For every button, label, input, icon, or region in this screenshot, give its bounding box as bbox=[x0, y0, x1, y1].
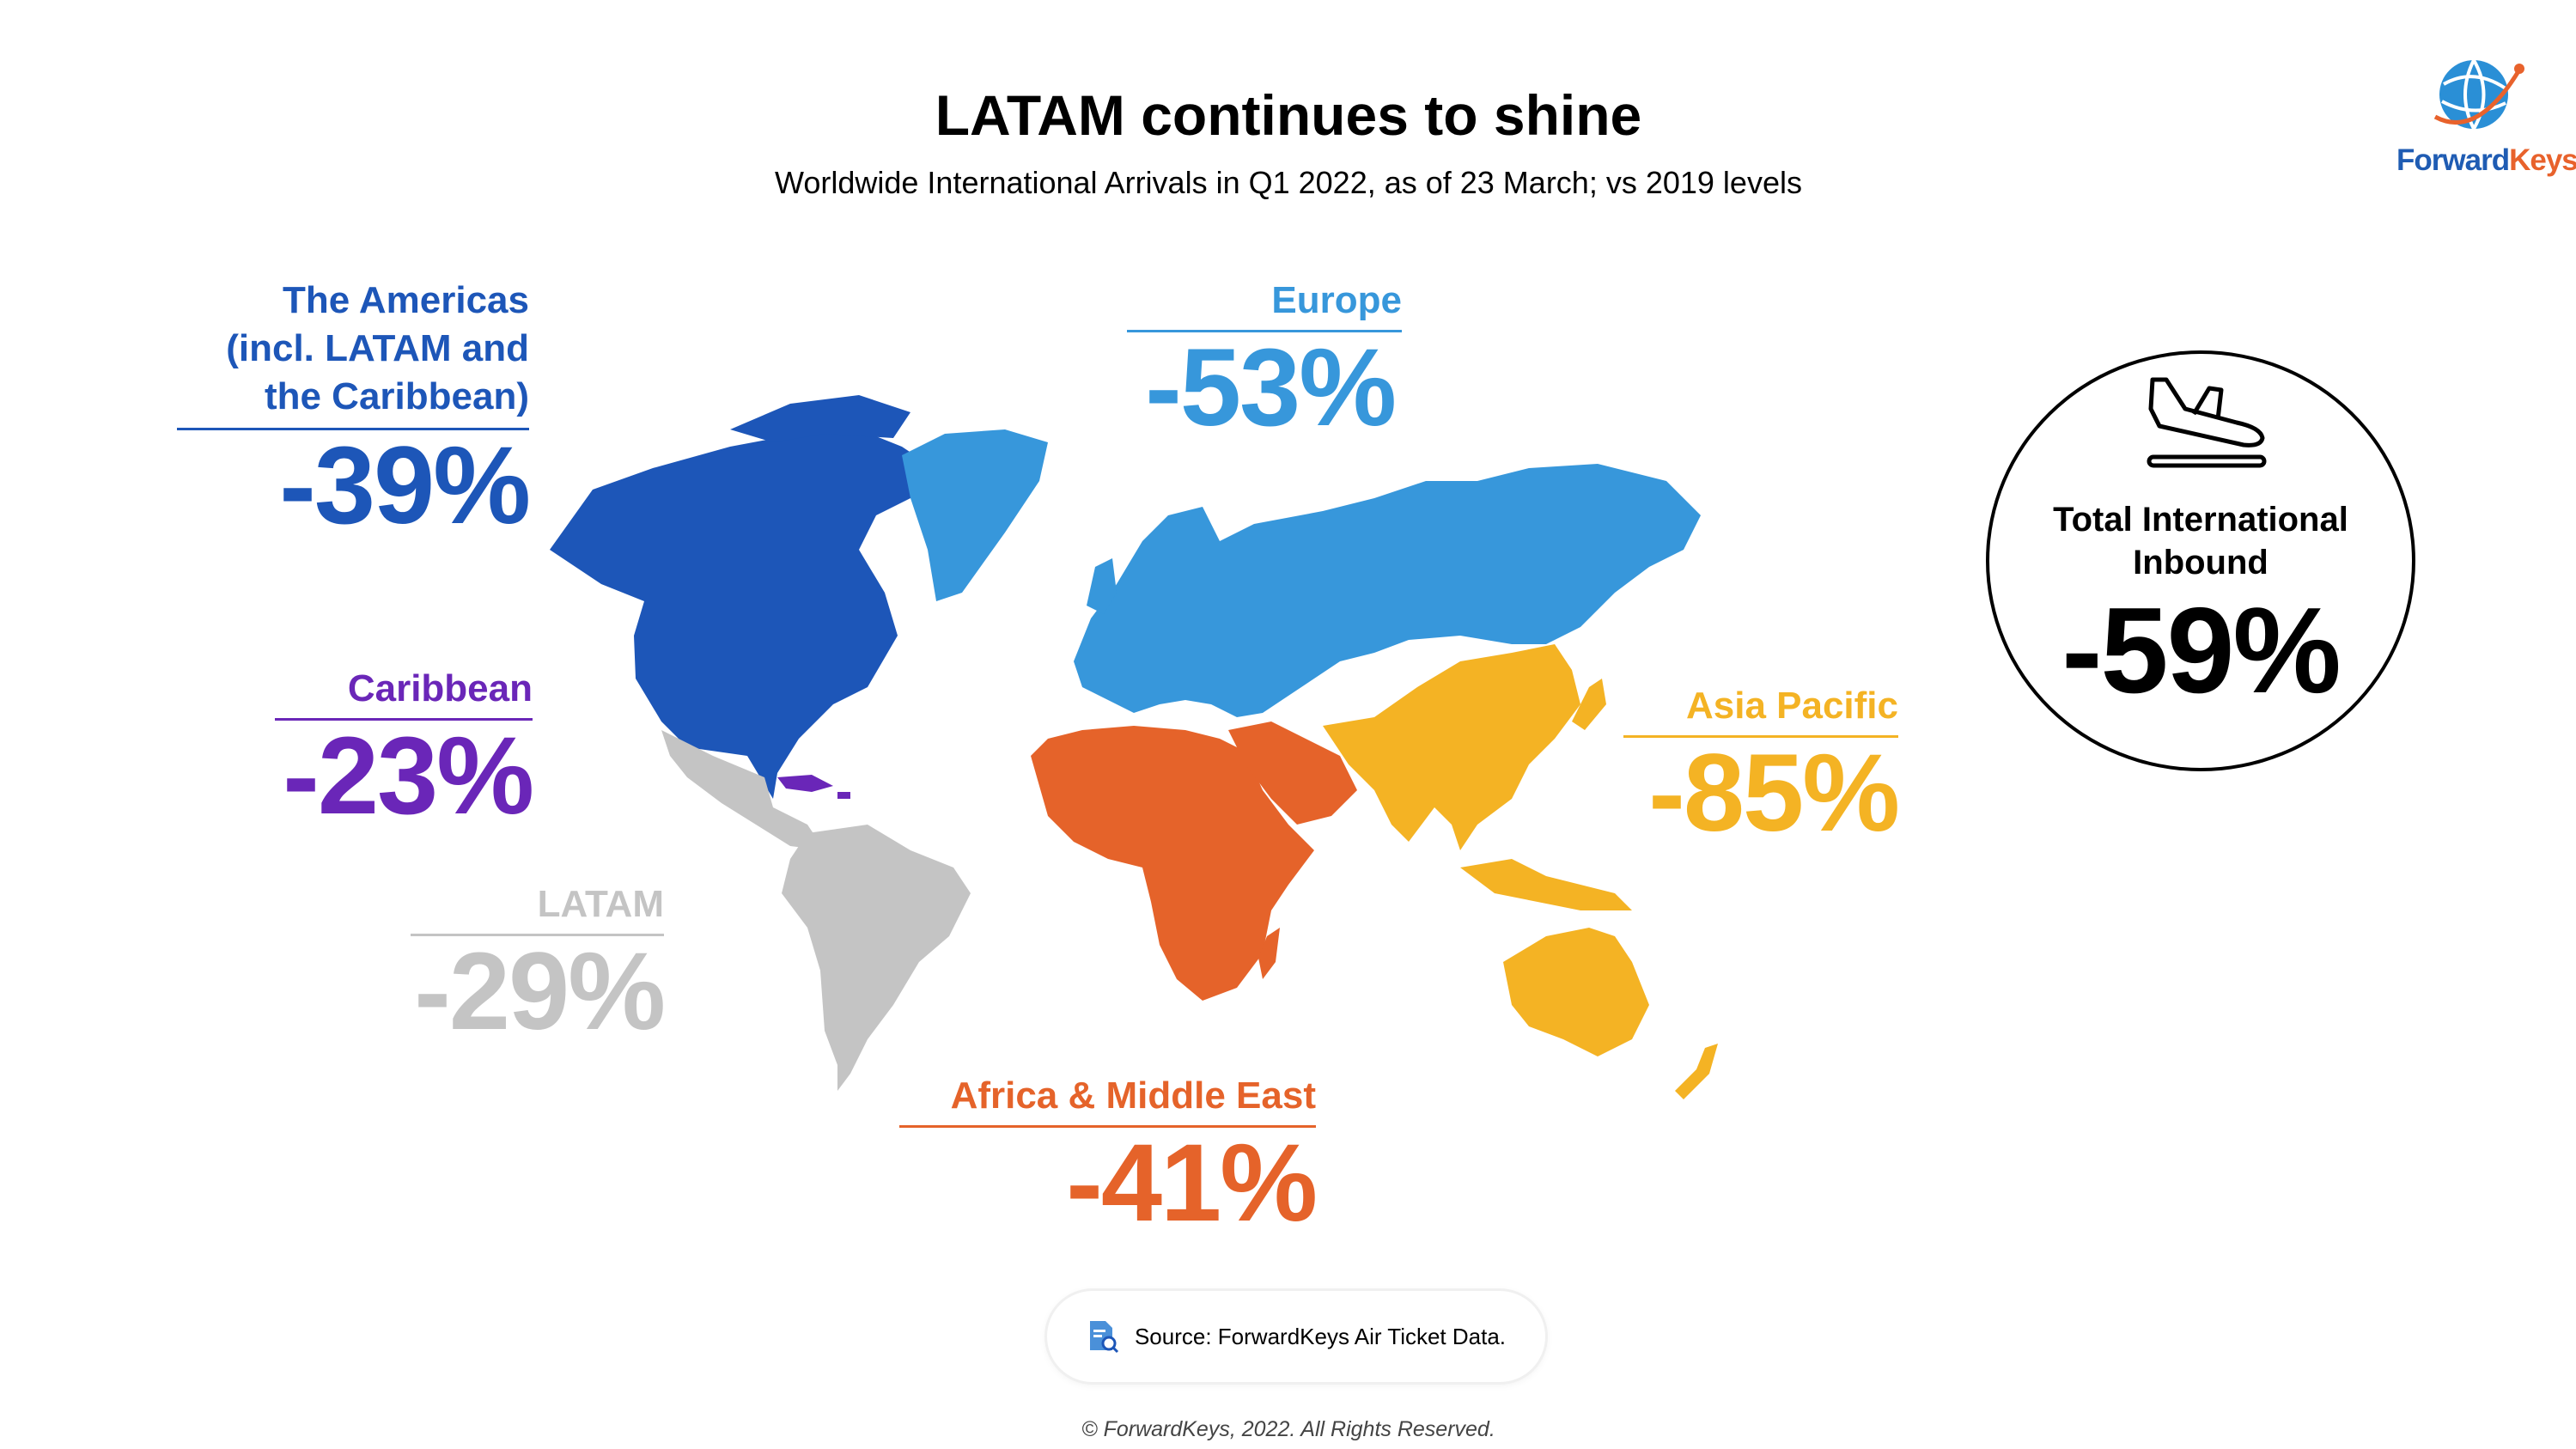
map-north-america bbox=[550, 429, 928, 799]
map-central-america bbox=[661, 730, 825, 850]
region-asia-pacific-label: Asia Pacific bbox=[1685, 685, 1898, 727]
region-europe-rule bbox=[1127, 330, 1402, 332]
region-africa-me-value: -41% bbox=[1066, 1122, 1318, 1245]
logo-text: ForwardKeys bbox=[2396, 143, 2576, 177]
map-africa bbox=[1031, 726, 1314, 1001]
source-note: Source: ForwardKeys Air Ticket Data. bbox=[1047, 1291, 1545, 1382]
copyright: © ForwardKeys, 2022. All Rights Reserved… bbox=[1081, 1417, 1495, 1441]
region-africa-me: Africa & Middle East -41% bbox=[899, 1072, 1318, 1245]
total-inbound-label: Total International Inbound bbox=[2053, 501, 2348, 581]
globe-logo-icon bbox=[2433, 59, 2524, 130]
region-americas-label: The Americas (incl. LATAM and the Caribb… bbox=[226, 279, 529, 417]
source-text: Source: ForwardKeys Air Ticket Data. bbox=[1134, 1323, 1507, 1349]
page-title: LATAM continues to shine bbox=[935, 83, 1642, 147]
region-caribbean-label: Caribbean bbox=[347, 667, 533, 709]
region-latam-value: -29% bbox=[414, 930, 666, 1053]
region-latam-label: LATAM bbox=[537, 883, 664, 925]
region-asia-pacific-rule bbox=[1623, 735, 1898, 738]
region-americas-rule bbox=[177, 428, 529, 430]
region-africa-me-rule bbox=[899, 1125, 1316, 1128]
region-caribbean-rule bbox=[275, 718, 533, 721]
map-greenland bbox=[902, 429, 1048, 601]
region-americas-value: -39% bbox=[279, 424, 531, 547]
document-search-icon bbox=[1089, 1321, 1119, 1354]
map-middle-east bbox=[1228, 721, 1357, 825]
total-inbound-value: -59% bbox=[2061, 582, 2342, 719]
total-inbound-circle: Total International Inbound -59% bbox=[1986, 350, 2415, 771]
region-caribbean-value: -23% bbox=[283, 715, 534, 837]
map-caribbean bbox=[777, 775, 850, 799]
map-indonesia bbox=[1460, 859, 1632, 910]
map-asia bbox=[1323, 644, 1580, 850]
map-arctic-islands bbox=[730, 395, 910, 442]
region-asia-pacific-value: -85% bbox=[1648, 732, 1900, 855]
map-madagascar bbox=[1258, 928, 1280, 979]
map-australia bbox=[1503, 928, 1649, 1056]
page-subtitle: Worldwide International Arrivals in Q1 2… bbox=[775, 165, 1802, 200]
region-americas: The Americas (incl. LATAM and the Caribb… bbox=[177, 277, 531, 547]
region-latam-rule bbox=[411, 934, 664, 936]
forwardkeys-logo: ForwardKeys bbox=[2396, 50, 2576, 178]
region-europe-label: Europe bbox=[1271, 279, 1402, 321]
map-europe-russia bbox=[1074, 464, 1701, 717]
region-caribbean: Caribbean -23% bbox=[275, 665, 534, 837]
map-uk bbox=[1087, 558, 1117, 614]
region-europe: Europe -53% bbox=[1127, 277, 1402, 444]
region-europe-value: -53% bbox=[1145, 326, 1397, 449]
plane-landing-icon bbox=[2147, 377, 2267, 468]
map-new-zealand bbox=[1675, 1044, 1718, 1099]
region-africa-me-label: Africa & Middle East bbox=[950, 1075, 1316, 1117]
region-asia-pacific: Asia Pacific -85% bbox=[1623, 682, 1900, 855]
region-latam: LATAM -29% bbox=[411, 880, 666, 1053]
map-south-america bbox=[782, 825, 971, 1091]
map-japan bbox=[1572, 679, 1606, 730]
